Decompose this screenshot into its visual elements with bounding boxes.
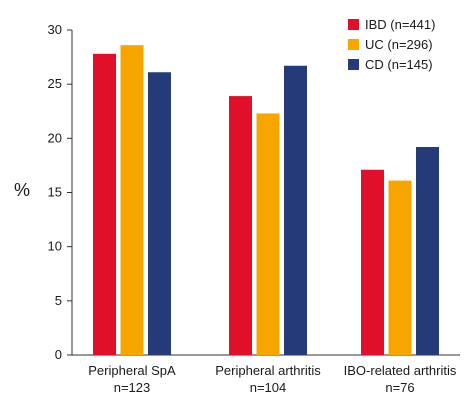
y-axis-label: %: [14, 180, 30, 200]
y-tick-label: 25: [48, 76, 62, 91]
legend-swatch: [348, 19, 359, 30]
y-tick-label: 15: [48, 185, 62, 200]
y-tick-label: 5: [55, 293, 62, 308]
bar: [120, 45, 144, 356]
bar: [416, 147, 439, 355]
legend-swatch: [348, 39, 359, 50]
bar: [229, 96, 252, 355]
category-label: n=104: [250, 380, 287, 395]
bars: [93, 45, 439, 356]
bar: [93, 53, 116, 355]
bar: [361, 169, 384, 355]
category-label: IBO-related arthritis: [344, 363, 457, 378]
category-label: Peripheral arthritis: [215, 363, 321, 378]
legend: IBD (n=441) UC (n=296) CD (n=145): [348, 17, 435, 72]
category-labels: Peripheral SpA n=123 Peripheral arthritis n…: [88, 363, 457, 395]
legend-label: IBD (n=441): [365, 17, 435, 32]
y-tick-label: 20: [48, 130, 62, 145]
legend-label: UC (n=296): [365, 37, 433, 52]
bar: [388, 180, 412, 355]
bar: [148, 72, 171, 355]
bar: [284, 65, 307, 355]
legend-swatch: [348, 59, 359, 70]
bar: [256, 113, 280, 356]
category-label: Peripheral SpA: [88, 363, 176, 378]
legend-label: CD (n=145): [365, 57, 433, 72]
y-tick-label: 30: [48, 22, 62, 37]
y-tick-label: 10: [48, 239, 62, 254]
y-tick-label: 0: [55, 347, 62, 362]
category-label: n=76: [385, 380, 414, 395]
category-label: n=123: [114, 380, 151, 395]
